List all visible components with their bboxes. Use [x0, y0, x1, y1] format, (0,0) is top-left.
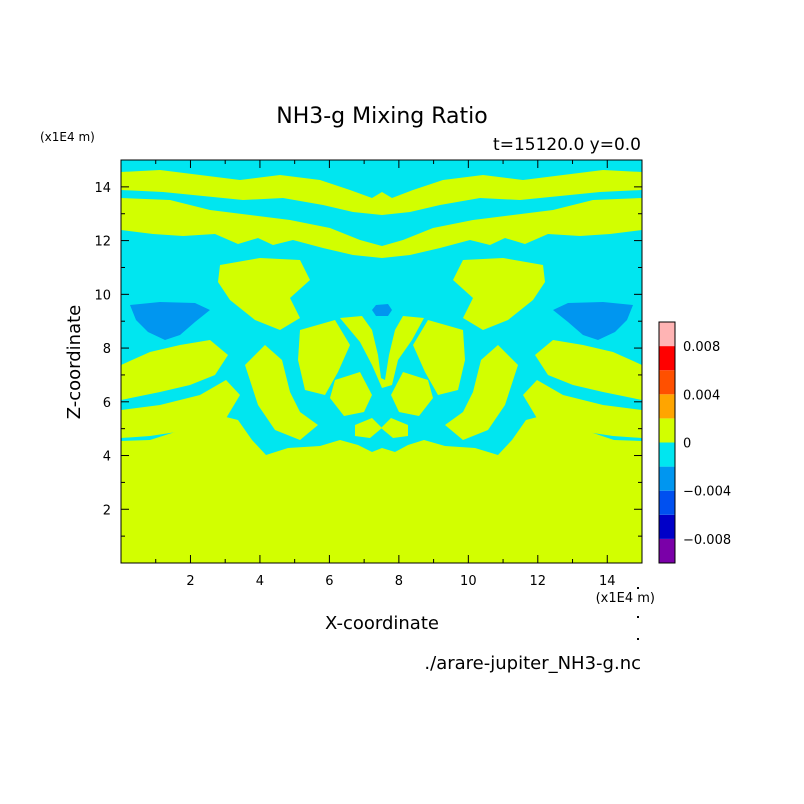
colorbar-tick-label: 0 — [683, 437, 691, 452]
x-tick-label: 12 — [530, 574, 547, 589]
mid-yellow-blob — [391, 372, 433, 416]
mid-yellow-blob — [330, 372, 372, 416]
y-unit-label: (x1E4 m) — [40, 130, 95, 144]
colorbar: 0.008 0.004 0 −0.004 −0.008 — [658, 321, 731, 564]
blue-patch-left — [130, 302, 210, 340]
colorbar-tick-label: −0.008 — [683, 533, 731, 548]
colorbar-segment — [659, 394, 675, 419]
mid-yellow-blob — [121, 380, 240, 438]
mid-yellow-blob — [121, 340, 228, 400]
colorbar-segment — [659, 370, 675, 395]
y-axis-label: Z-coordinate — [64, 305, 85, 420]
side-marks — [637, 587, 639, 640]
y-tick-label: 12 — [94, 235, 111, 250]
x-axis-label: X-coordinate — [325, 613, 439, 634]
y-tick-label: 14 — [94, 181, 111, 196]
colorbar-segment — [659, 538, 675, 563]
lower-yellow-layer — [121, 415, 642, 563]
colorbar-frame — [658, 321, 676, 564]
x-tick-label: 10 — [460, 574, 477, 589]
plot-frame — [120, 159, 643, 564]
chart-subtitle: t=15120.0 y=0.0 — [493, 135, 641, 155]
colorbar-tick-label: 0.004 — [683, 388, 720, 403]
mid-yellow-blob — [413, 320, 465, 395]
colorbar-segment — [659, 514, 675, 539]
upper-yellow-band — [121, 170, 642, 215]
central-yellow-column — [340, 316, 424, 388]
x-tick-label: 6 — [325, 574, 333, 589]
x-axis: 2 4 6 8 10 12 14 — [155, 160, 616, 589]
colorbar-segment — [659, 442, 675, 467]
colorbar-tick-label: 0.008 — [683, 340, 720, 355]
x-tick-label: 2 — [186, 574, 194, 589]
plot-area — [120, 159, 643, 564]
y-tick-label: 6 — [103, 396, 111, 411]
colorbar-segment — [659, 418, 675, 443]
colorbar-tick-label: −0.004 — [683, 485, 731, 500]
y-tick-label: 2 — [103, 503, 111, 518]
mid-yellow-blob — [381, 418, 408, 438]
mid-yellow-blob — [445, 345, 518, 440]
y-tick-label: 10 — [94, 288, 111, 303]
x-tick-label: 14 — [599, 574, 616, 589]
x-tick-label: 4 — [256, 574, 264, 589]
source-filename: ./arare-jupiter_NH3-g.nc — [424, 653, 641, 674]
colorbar-segment — [659, 466, 675, 491]
y-axis: 2 4 6 8 10 12 14 — [94, 181, 642, 537]
colorbar-segment — [659, 346, 675, 371]
blue-patch-center — [372, 304, 392, 316]
chart-title: NH3-g Mixing Ratio — [276, 104, 488, 129]
mid-yellow-blob — [245, 345, 318, 440]
upper-yellow-band — [121, 198, 642, 258]
mid-yellow-blob — [355, 418, 382, 438]
blue-patch-right — [553, 302, 633, 340]
mid-yellow-blob — [453, 258, 545, 330]
mid-yellow-blob — [298, 320, 350, 395]
x-tick-label: 8 — [395, 574, 403, 589]
x-unit-label: (x1E4 m) — [596, 591, 655, 606]
mid-yellow-blob — [535, 340, 642, 400]
mid-yellow-blob — [218, 258, 310, 330]
colorbar-segment — [659, 322, 675, 347]
mid-yellow-blob — [523, 380, 642, 438]
y-tick-label: 4 — [103, 450, 111, 465]
colorbar-segment — [659, 490, 675, 515]
y-tick-label: 8 — [103, 342, 111, 357]
